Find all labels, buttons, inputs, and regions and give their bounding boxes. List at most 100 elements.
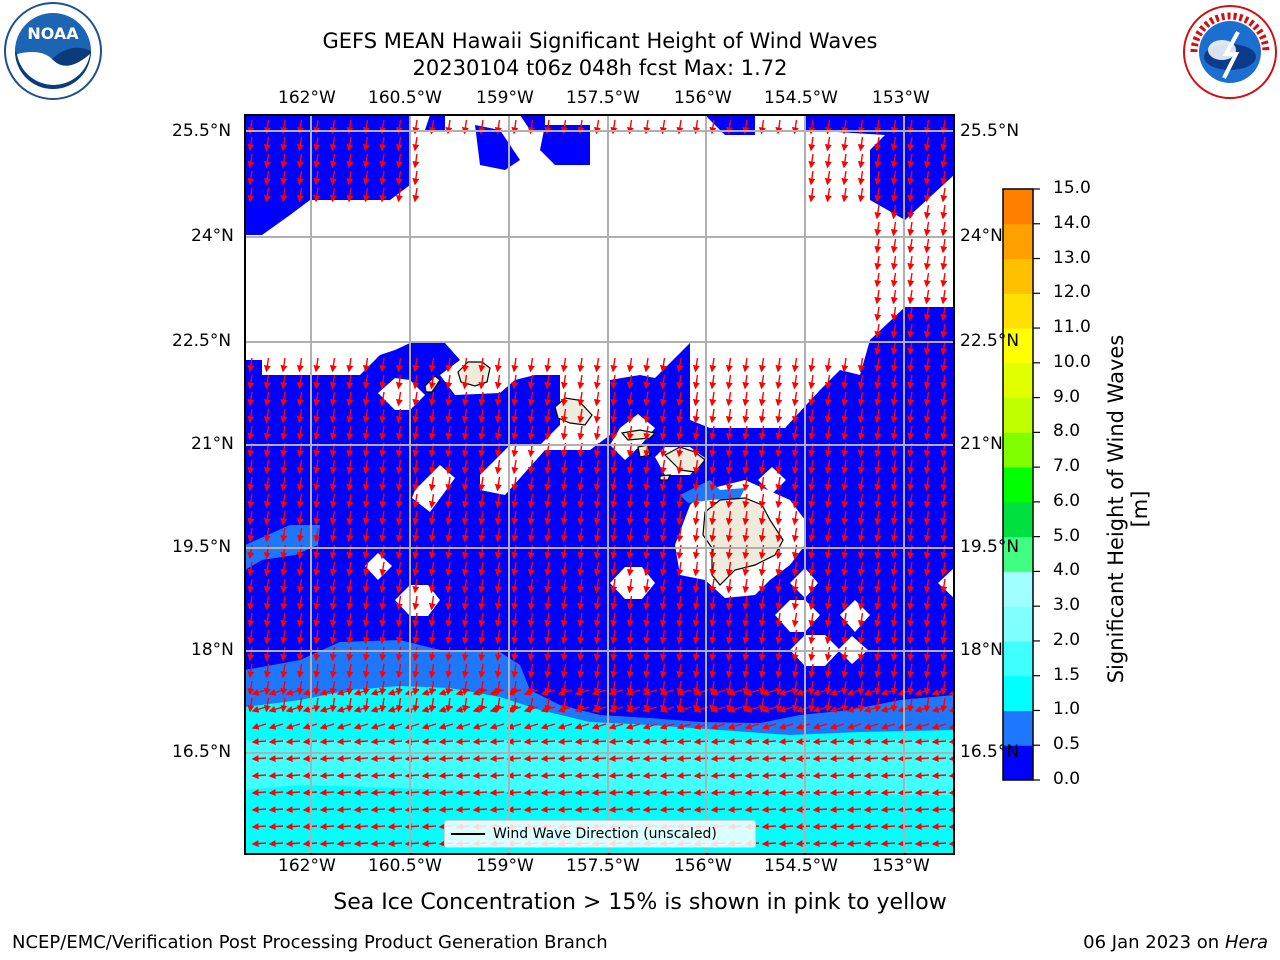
- wave-direction-arrow: [296, 476, 304, 492]
- wave-direction-arrow: [313, 391, 321, 407]
- wave-direction-arrow: [812, 755, 828, 763]
- wave-direction-arrow: [511, 612, 519, 628]
- wave-direction-arrow: [593, 493, 601, 509]
- wave-direction-arrow: [841, 527, 849, 543]
- wave-direction-arrow: [247, 578, 255, 594]
- wave-direction-arrow: [593, 476, 601, 492]
- wave-direction-arrow: [540, 789, 556, 797]
- wave-direction-arrow: [438, 772, 454, 780]
- wave-direction-arrow: [280, 153, 288, 169]
- wave-direction-arrow: [247, 629, 255, 645]
- wave-direction-arrow: [395, 680, 403, 696]
- wave-direction-arrow: [846, 789, 862, 797]
- wave-direction-arrow: [676, 595, 684, 611]
- wave-direction-arrow: [742, 476, 750, 492]
- wave-direction-arrow: [472, 755, 488, 763]
- wave-direction-arrow: [709, 357, 717, 373]
- wave-direction-arrow: [610, 663, 618, 679]
- wave-direction-arrow: [445, 493, 453, 509]
- wave-direction-arrow: [841, 374, 849, 390]
- colorbar-tick-label: 0.0: [1053, 769, 1081, 789]
- wave-direction-arrow: [626, 663, 634, 679]
- wave-direction-arrow: [395, 595, 403, 611]
- wave-direction-arrow: [280, 187, 288, 203]
- wave-direction-arrow: [387, 755, 403, 763]
- wave-direction-arrow: [544, 374, 552, 390]
- noaa-logo: NOAA: [4, 2, 102, 100]
- wave-direction-arrow: [319, 840, 335, 848]
- wave-direction-arrow: [593, 663, 601, 679]
- wave-direction-arrow: [313, 646, 321, 662]
- wave-direction-arrow: [874, 221, 882, 237]
- wave-direction-arrow: [362, 425, 370, 441]
- wave-direction-arrow: [527, 459, 535, 475]
- wave-direction-arrow: [285, 789, 301, 797]
- wave-direction-arrow: [445, 391, 453, 407]
- wave-direction-arrow: [379, 408, 387, 424]
- wave-direction-arrow: [841, 153, 849, 169]
- wave-direction-arrow: [874, 187, 882, 203]
- wave-direction-arrow: [643, 510, 651, 526]
- wave-direction-arrow: [610, 578, 618, 594]
- wave-direction-arrow: [319, 789, 335, 797]
- wave-direction-arrow: [841, 425, 849, 441]
- wave-direction-arrow: [421, 823, 437, 831]
- wave-direction-arrow: [725, 578, 733, 594]
- wave-direction-arrow: [404, 755, 420, 763]
- wave-direction-arrow: [791, 510, 799, 526]
- wave-direction-arrow: [775, 663, 783, 679]
- wave-direction-arrow: [709, 527, 717, 543]
- wave-direction-arrow: [494, 476, 502, 492]
- wave-direction-arrow: [775, 646, 783, 662]
- wave-direction-arrow: [593, 527, 601, 543]
- wave-direction-arrow: [285, 755, 301, 763]
- wave-direction-arrow: [841, 408, 849, 424]
- wave-direction-arrow: [863, 738, 879, 746]
- wave-direction-arrow: [710, 772, 726, 780]
- wave-direction-arrow: [370, 755, 386, 763]
- wave-direction-arrow: [857, 136, 865, 152]
- wave-direction-arrow: [610, 476, 618, 492]
- map-legend: Wind Wave Direction (unscaled): [444, 820, 756, 848]
- wave-direction-arrow: [412, 187, 420, 203]
- wave-direction-arrow: [874, 272, 882, 288]
- wave-direction-arrow: [247, 595, 255, 611]
- wave-direction-arrow: [880, 806, 896, 814]
- wave-direction-arrow: [329, 680, 337, 696]
- wave-direction-arrow: [742, 374, 750, 390]
- wave-direction-arrow: [931, 823, 947, 831]
- wave-direction-arrow: [336, 738, 352, 746]
- wave-direction-arrow: [362, 357, 370, 373]
- wave-direction-arrow: [742, 459, 750, 475]
- wave-direction-arrow: [472, 772, 488, 780]
- wave-direction-arrow: [511, 527, 519, 543]
- wave-direction-arrow: [527, 510, 535, 526]
- wave-direction-arrow: [379, 170, 387, 186]
- wave-direction-arrow: [857, 476, 865, 492]
- wave-direction-arrow: [461, 595, 469, 611]
- wave-direction-arrow: [455, 738, 471, 746]
- wave-direction-arrow: [610, 527, 618, 543]
- wave-direction-arrow: [379, 425, 387, 441]
- wave-direction-arrow: [379, 476, 387, 492]
- wave-direction-arrow: [727, 755, 743, 763]
- wave-direction-arrow: [758, 561, 766, 577]
- wave-direction-arrow: [709, 425, 717, 441]
- wave-direction-arrow: [863, 823, 879, 831]
- wave-direction-arrow: [574, 806, 590, 814]
- wave-direction-arrow: [404, 789, 420, 797]
- wave-direction-arrow: [914, 772, 930, 780]
- wave-direction-arrow: [676, 646, 684, 662]
- wave-direction-arrow: [527, 374, 535, 390]
- wave-direction-arrow: [263, 493, 271, 509]
- wave-direction-arrow: [808, 153, 816, 169]
- wave-direction-arrow: [395, 357, 403, 373]
- wave-direction-arrow: [445, 357, 453, 373]
- wave-direction-arrow: [540, 738, 556, 746]
- wave-direction-arrow: [744, 738, 760, 746]
- lon-label-top: 154.5°W: [764, 88, 838, 108]
- legend-line-icon: [451, 833, 485, 835]
- wave-direction-arrow: [758, 425, 766, 441]
- wave-direction-arrow: [560, 408, 568, 424]
- wave-direction-arrow: [313, 527, 321, 543]
